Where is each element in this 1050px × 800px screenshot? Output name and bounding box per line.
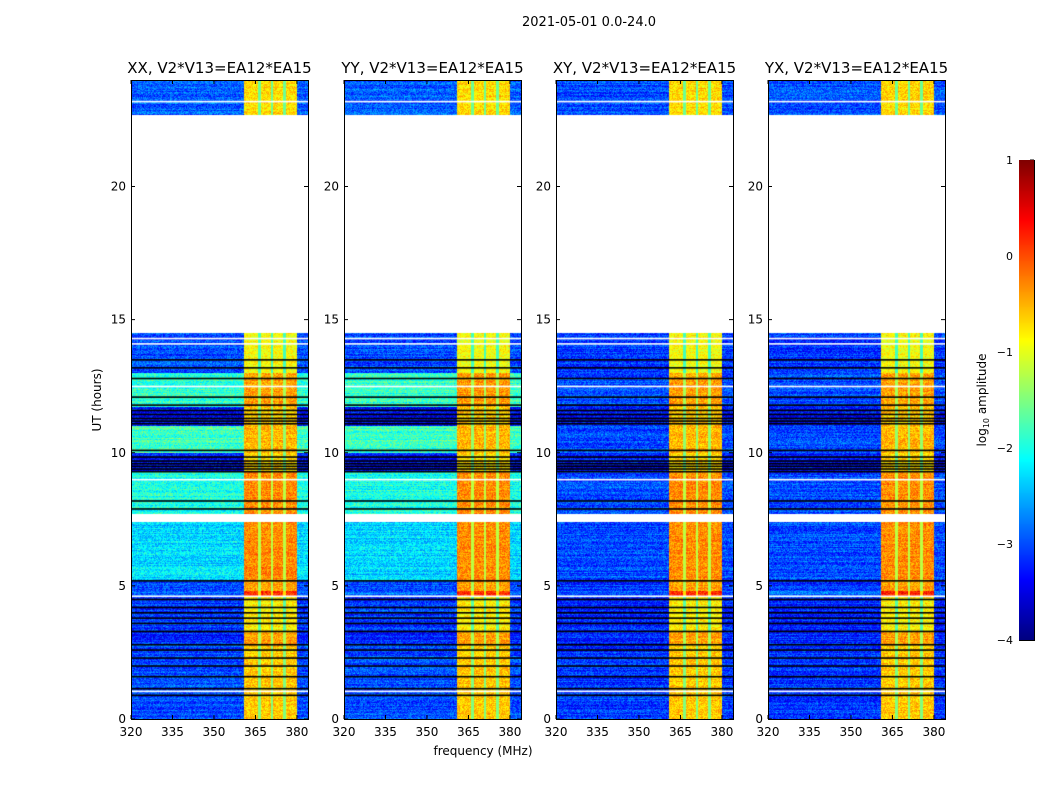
y-tick-label: 20 xyxy=(324,180,339,194)
x-tick-label: 365 xyxy=(881,725,904,739)
x-tick-label: 320 xyxy=(333,725,356,739)
y-tick-label: 15 xyxy=(536,313,551,327)
y-tick-label: 10 xyxy=(324,446,339,460)
heatmap-yy xyxy=(344,80,521,719)
y-axis-label: UT (hours) xyxy=(90,368,104,431)
colorbar-label-part: 10 xyxy=(982,418,991,428)
heatmap-xy xyxy=(556,80,733,719)
x-tick-label: 335 xyxy=(798,725,821,739)
x-tick-label: 320 xyxy=(757,725,780,739)
y-tick-label: 0 xyxy=(755,712,763,726)
colorbar-tick-label: 0 xyxy=(1006,250,1013,263)
x-tick-label: 380 xyxy=(285,725,308,739)
x-tick-label: 380 xyxy=(922,725,945,739)
axes-frame xyxy=(344,80,522,720)
x-tick-label: 350 xyxy=(416,725,439,739)
x-tick-label: 365 xyxy=(244,725,267,739)
y-tick-label: 5 xyxy=(118,579,126,593)
axes-frame xyxy=(556,80,734,720)
y-tick-label: 15 xyxy=(111,313,126,327)
colorbar-tick-label: −3 xyxy=(997,538,1013,551)
y-tick-label: 5 xyxy=(331,579,339,593)
x-tick-label: 335 xyxy=(161,725,184,739)
y-tick-label: 0 xyxy=(331,712,339,726)
x-tick-label: 335 xyxy=(586,725,609,739)
x-tick-label: 380 xyxy=(498,725,521,739)
panel-title: YX, V2*V13=EA12*EA15 xyxy=(764,59,948,77)
y-tick-label: 20 xyxy=(748,180,763,194)
colorbar-tick-label: −1 xyxy=(997,346,1013,359)
y-tick-label: 15 xyxy=(748,313,763,327)
colorbar-tick-label: −2 xyxy=(997,442,1013,455)
x-tick-label: 320 xyxy=(545,725,568,739)
x-tick-label: 350 xyxy=(840,725,863,739)
y-tick-label: 10 xyxy=(748,446,763,460)
panel-title: XX, V2*V13=EA12*EA15 xyxy=(127,59,311,77)
x-tick-label: 335 xyxy=(374,725,397,739)
y-tick-label: 5 xyxy=(755,579,763,593)
y-tick-label: 15 xyxy=(324,313,339,327)
axes-frame xyxy=(131,80,309,720)
y-tick-label: 0 xyxy=(118,712,126,726)
y-tick-label: 0 xyxy=(543,712,551,726)
x-tick-label: 365 xyxy=(457,725,480,739)
x-axis-label: frequency (MHz) xyxy=(433,744,532,758)
y-tick-label: 10 xyxy=(111,446,126,460)
y-tick-label: 20 xyxy=(111,180,126,194)
x-tick-label: 350 xyxy=(203,725,226,739)
y-tick-label: 5 xyxy=(543,579,551,593)
x-tick-label: 320 xyxy=(120,725,143,739)
colorbar xyxy=(1019,160,1034,640)
y-tick-label: 10 xyxy=(536,446,551,460)
y-tick-label: 20 xyxy=(536,180,551,194)
panel-title: XY, V2*V13=EA12*EA15 xyxy=(553,59,736,77)
x-tick-label: 380 xyxy=(710,725,733,739)
colorbar-tick-label: 1 xyxy=(1006,154,1013,167)
suptitle: 2021-05-01 0.0-24.0 xyxy=(522,15,656,30)
heatmap-xx xyxy=(131,80,308,719)
panel-title: YY, V2*V13=EA12*EA15 xyxy=(340,59,523,77)
colorbar-tick-label: −4 xyxy=(997,634,1013,647)
axes-frame xyxy=(768,80,946,720)
colorbar-label: log10 amplitude xyxy=(975,354,991,447)
colorbar-label-part: amplitude xyxy=(975,354,989,418)
x-tick-label: 350 xyxy=(628,725,651,739)
heatmap-yx xyxy=(768,80,945,719)
colorbar-label-part: log xyxy=(975,428,989,446)
x-tick-label: 365 xyxy=(669,725,692,739)
